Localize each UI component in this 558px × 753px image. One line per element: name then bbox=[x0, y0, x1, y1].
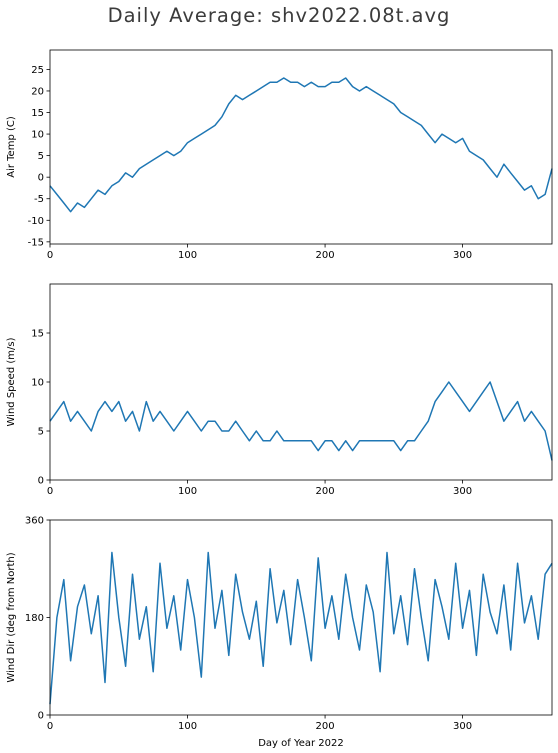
y-axis-label: Wind Speed (m/s) bbox=[6, 337, 17, 426]
x-tick-label: 300 bbox=[453, 250, 472, 261]
y-tick-label: -5 bbox=[34, 194, 44, 205]
y-axis-label: Wind Dir (deg from North) bbox=[6, 552, 17, 682]
chart-panel-3: 0 100 200 300 0 180 360 Wind Dir (deg from Nort… bbox=[6, 516, 553, 749]
axes-frame bbox=[49, 283, 553, 481]
x-tick-label: 0 bbox=[47, 721, 53, 732]
y-tick-label: 25 bbox=[31, 65, 44, 76]
axes-frame bbox=[49, 519, 553, 716]
x-tick-label: 0 bbox=[47, 250, 53, 261]
y-tick-label: 180 bbox=[25, 613, 44, 624]
x-tick-label: 100 bbox=[178, 486, 197, 497]
y-tick-label: 360 bbox=[25, 516, 44, 527]
x-axis-label: Day of Year 2022 bbox=[258, 738, 344, 749]
y-tick-label: 0 bbox=[38, 711, 44, 722]
y-tick-label: -10 bbox=[28, 216, 44, 227]
y-tick-label: 5 bbox=[38, 151, 44, 162]
x-tick-label: 300 bbox=[453, 721, 472, 732]
axes-frame bbox=[49, 49, 553, 245]
y-tick-label: 10 bbox=[31, 378, 44, 389]
x-tick-label: 100 bbox=[178, 721, 197, 732]
series-line bbox=[49, 551, 553, 705]
x-tick-label: 300 bbox=[453, 486, 472, 497]
y-tick-label: -15 bbox=[28, 237, 44, 248]
figure-title: Daily Average: shv2022.08t.avg bbox=[107, 4, 451, 27]
y-tick-label: 0 bbox=[38, 476, 44, 487]
y-tick-label: 15 bbox=[31, 108, 44, 119]
x-tick-label: 200 bbox=[316, 486, 335, 497]
y-axis-label: Air Temp (C) bbox=[6, 116, 17, 178]
x-tick-label: 200 bbox=[316, 721, 335, 732]
x-tick-label: 200 bbox=[316, 250, 335, 261]
y-tick-label: 0 bbox=[38, 173, 44, 184]
chart-panel-1: 0 100 200 300 -15 -10 -5 0 5 10 15 20 25 Air Temp (C) bbox=[6, 49, 553, 261]
x-tick-label: 0 bbox=[47, 486, 53, 497]
series-line bbox=[49, 381, 553, 461]
chart-panel-2: 0 100 200 300 0 5 10 15 Wind Speed (m/s) bbox=[6, 283, 553, 497]
y-tick-label: 20 bbox=[31, 86, 44, 97]
x-tick-label: 100 bbox=[178, 250, 197, 261]
series-line bbox=[49, 77, 553, 213]
y-tick-label: 5 bbox=[38, 427, 44, 438]
y-tick-label: 15 bbox=[31, 329, 44, 340]
y-tick-label: 10 bbox=[31, 130, 44, 141]
